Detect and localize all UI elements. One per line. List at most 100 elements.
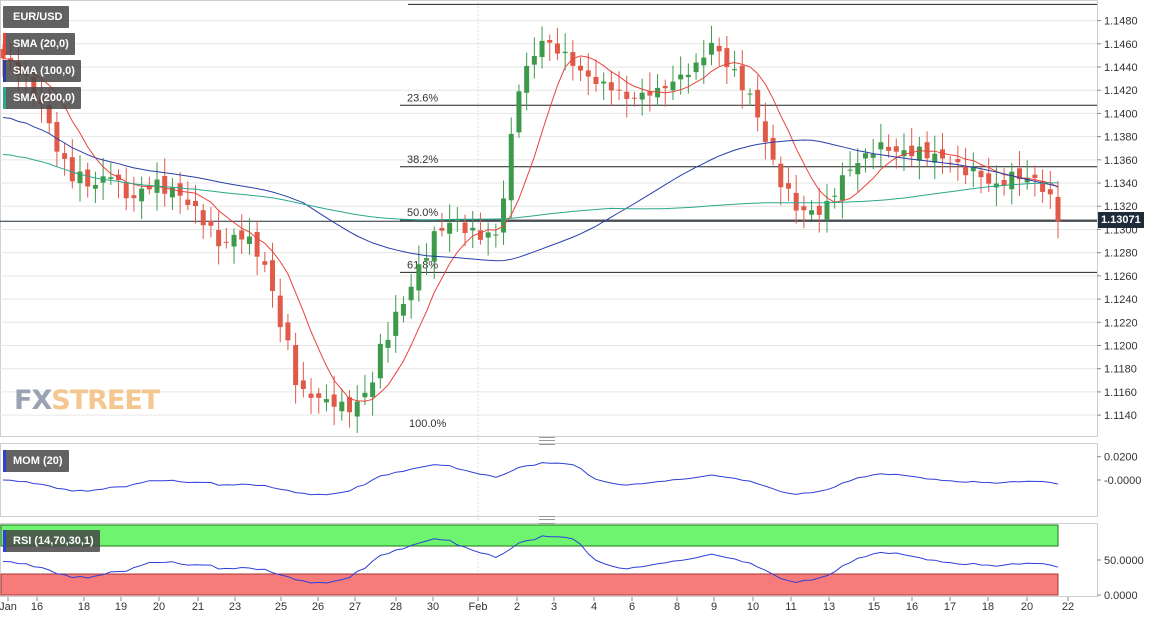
candle-body: [747, 93, 753, 95]
fib-label: 38.2%: [407, 154, 438, 166]
x-tick-label: 13: [823, 601, 835, 613]
candle-body: [516, 91, 522, 133]
candle-body: [477, 230, 483, 240]
price-pane-frame: [0, 0, 1098, 437]
candle-body: [855, 163, 861, 175]
candle-body: [554, 43, 560, 54]
x-tick-label: 2: [514, 601, 520, 613]
fib-label: 50.0%: [407, 207, 438, 219]
candle-body: [354, 401, 360, 417]
y-tick-label: 1.1460: [1104, 39, 1138, 51]
symbol-badge[interactable]: EUR/USD: [3, 6, 69, 28]
y-tick-label: 1.1380: [1104, 132, 1138, 144]
candle-body: [1047, 189, 1053, 195]
x-tick-label: 4: [591, 601, 597, 613]
candle-body: [816, 205, 822, 215]
pane-resize-handle-rsi[interactable]: [539, 516, 555, 524]
sma100-badge[interactable]: SMA (100,0): [3, 60, 81, 82]
candle-body: [1040, 180, 1046, 192]
rsi-badge[interactable]: RSI (14,70,30,1): [3, 530, 100, 552]
candle-body: [501, 198, 507, 233]
candle-body: [431, 231, 437, 262]
candle-body: [424, 258, 430, 261]
candle-body: [608, 82, 614, 91]
sma20-badge[interactable]: SMA (20,0): [3, 33, 75, 55]
candle-body: [177, 183, 183, 196]
candle-body: [785, 183, 791, 189]
candle-body: [1016, 168, 1022, 180]
candle-body: [547, 40, 553, 43]
candle-body: [1055, 196, 1061, 222]
candle-body: [231, 234, 237, 247]
mom-tick-label: 0.0200: [1104, 452, 1138, 464]
candle-body: [223, 241, 229, 243]
candle-body: [293, 344, 299, 386]
candle-body: [1024, 177, 1030, 183]
candle-body: [862, 153, 868, 159]
candle-body: [793, 192, 799, 211]
candle-body: [824, 200, 830, 220]
candle-body: [139, 188, 145, 202]
candle-body: [193, 200, 199, 207]
candle-body: [624, 91, 630, 99]
fib-label: 61.8%: [407, 259, 438, 271]
candle-body: [893, 146, 899, 152]
x-tick-label: 18: [982, 601, 994, 613]
candle-body: [970, 166, 976, 172]
x-tick-label: 18: [78, 601, 90, 613]
candle-body: [809, 210, 815, 215]
x-tick-label: 16: [31, 601, 43, 613]
candle-body: [916, 146, 922, 161]
candle-body: [616, 89, 622, 91]
x-tick-label: 26: [312, 601, 324, 613]
rsi-tick-label: 50.0000: [1104, 555, 1144, 567]
sma20-swatch: [3, 33, 6, 55]
x-tick-label: 6: [629, 601, 635, 613]
candle-body: [993, 183, 999, 188]
candle-body: [470, 227, 476, 231]
candle-body: [262, 261, 268, 265]
pane-resize-handle-mom[interactable]: [539, 437, 555, 445]
candle-body: [839, 175, 845, 201]
candle-body: [416, 264, 422, 291]
candle-body: [408, 286, 414, 301]
candle-body: [216, 230, 222, 247]
candle-body: [593, 76, 599, 84]
candle-body: [331, 394, 337, 407]
x-tick-label: 20: [1021, 601, 1033, 613]
x-tick-label: 3: [551, 601, 557, 613]
candle-body: [200, 210, 206, 226]
candle-body: [801, 206, 807, 211]
rsi-oversold-zone: [0, 573, 1059, 596]
candle-body: [85, 169, 91, 187]
candle-body: [963, 166, 969, 176]
candle-body: [185, 199, 191, 205]
sma200-badge[interactable]: SMA (200,0): [3, 87, 81, 109]
mom-pane-frame: [0, 443, 1098, 517]
candle-body: [955, 159, 961, 163]
candle-body: [308, 393, 314, 398]
candle-body: [531, 55, 537, 65]
candle-body: [208, 221, 214, 226]
sma200-line: [2, 154, 1058, 221]
mom-badge[interactable]: MOM (20): [3, 450, 69, 472]
candle-body: [439, 227, 445, 231]
x-tick-label: 28: [390, 601, 402, 613]
candle-body: [685, 74, 691, 78]
x-tick-label: 16: [906, 601, 918, 613]
y-tick-label: 1.1440: [1104, 62, 1138, 74]
x-tick-label: 10: [747, 601, 759, 613]
y-tick-label: 1.1240: [1104, 294, 1138, 306]
candle-body: [323, 399, 329, 403]
candle-body: [285, 322, 291, 341]
mom-line: [2, 462, 1059, 496]
candle-body: [454, 219, 460, 221]
mom-tick-label: -0.0000: [1104, 475, 1141, 487]
candle-body: [631, 97, 637, 99]
candle-body: [539, 40, 545, 58]
candle-body: [300, 380, 306, 389]
candle-body: [986, 173, 992, 184]
candle-body: [585, 70, 591, 77]
candle-body: [246, 236, 252, 245]
